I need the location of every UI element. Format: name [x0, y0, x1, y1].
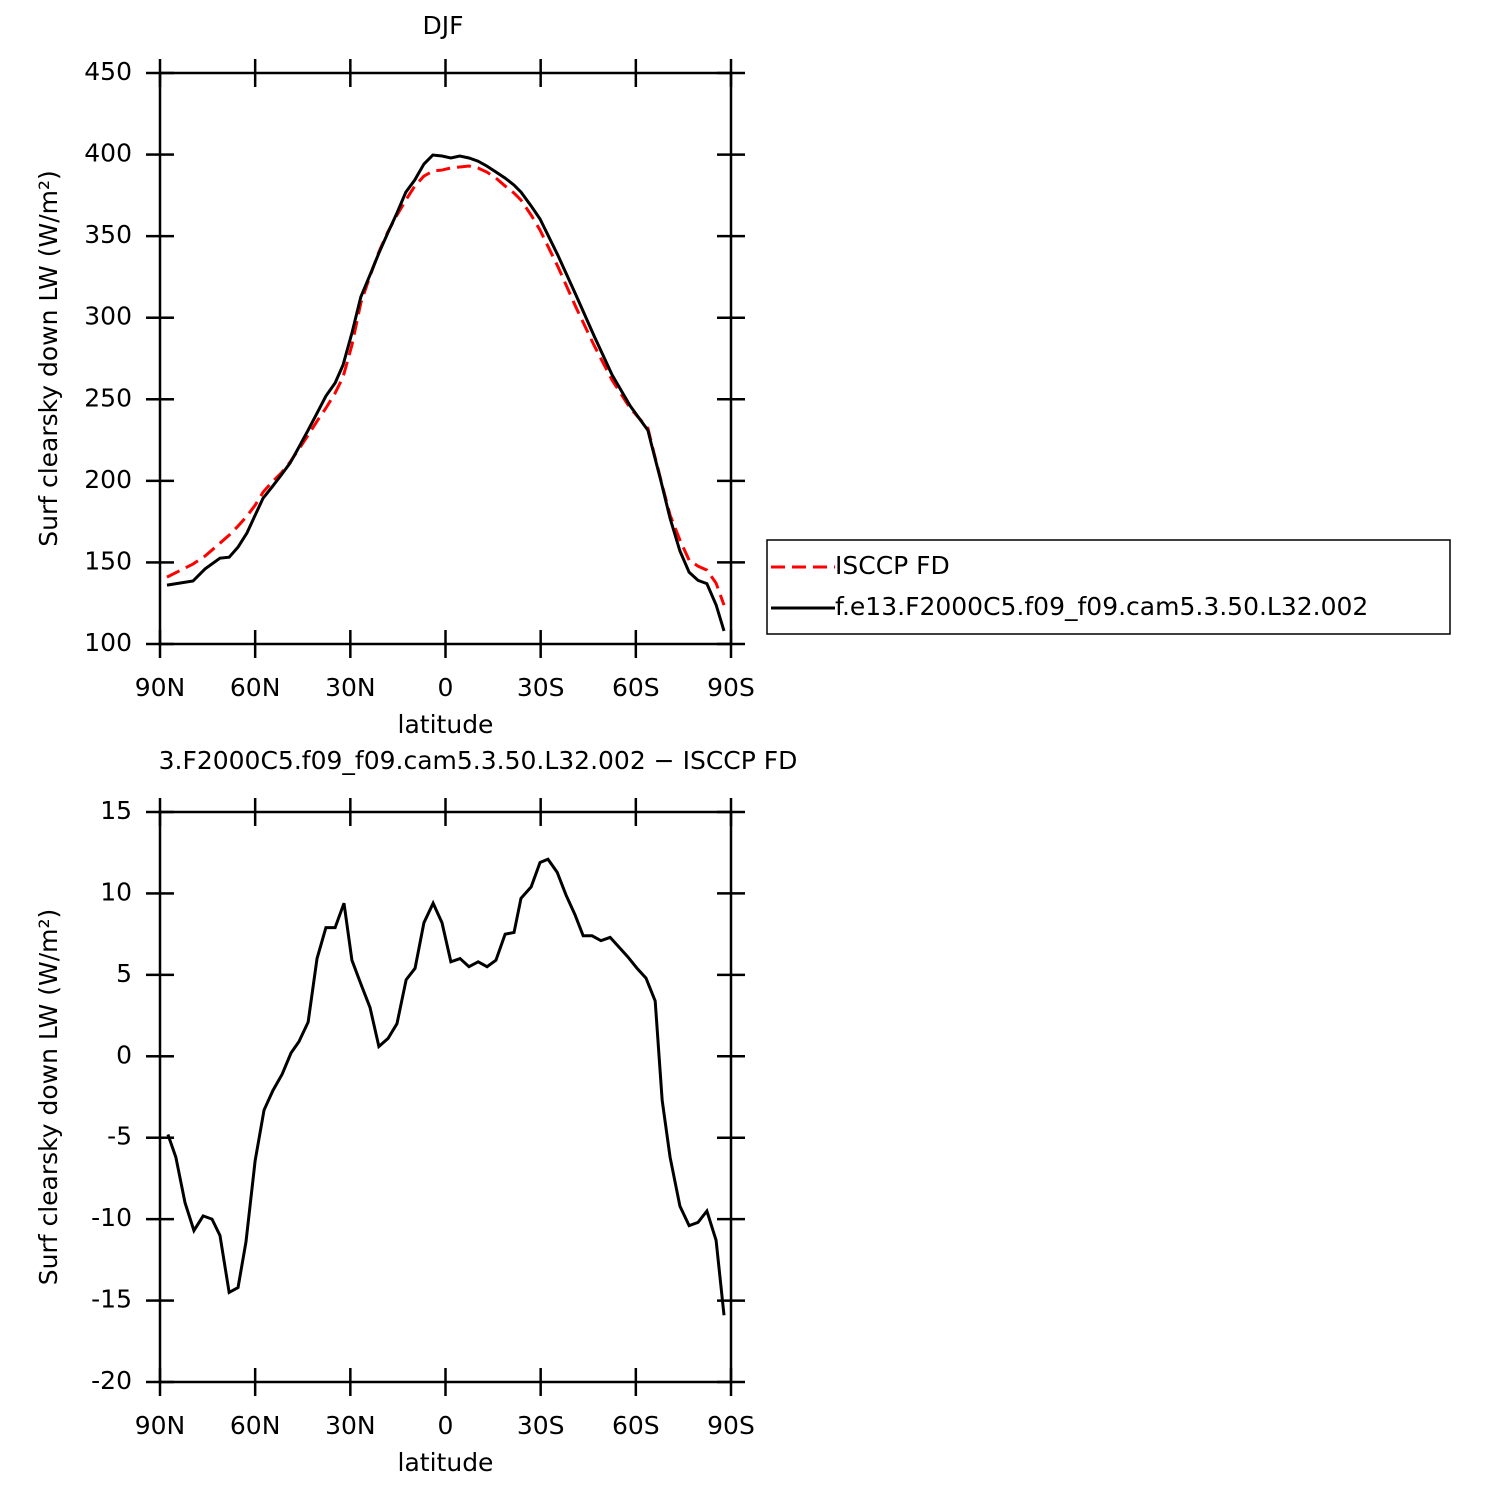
plot-frame: [158, 71, 733, 646]
chart-title: DJF: [422, 11, 463, 40]
x-tick-label: 60S: [612, 673, 660, 702]
x-tick-label: 30S: [517, 673, 565, 702]
x-tick-label: 90S: [707, 673, 755, 702]
y-axis-label: Surf clearsky down LW (W/m²): [34, 170, 63, 547]
x-tick-label: 90N: [135, 1411, 186, 1440]
y-tick-label: 300: [84, 302, 132, 331]
y-tick-label: -10: [91, 1203, 132, 1232]
data-line: [166, 164, 726, 606]
x-tick-label: 0: [438, 1411, 454, 1440]
legend-label: ISCCP FD: [835, 551, 950, 580]
x-tick-label: 60N: [230, 1411, 281, 1440]
y-tick-label: 10: [100, 877, 132, 906]
y-tick-label: 250: [84, 383, 132, 412]
y-tick-label: -15: [91, 1285, 132, 1314]
x-axis-label: latitude: [398, 710, 494, 739]
data-line: [166, 153, 726, 632]
x-tick-label: 90S: [707, 1411, 755, 1440]
x-tick-label: 60N: [230, 673, 281, 702]
data-line: [166, 857, 726, 1316]
legend-label: f.e13.F2000C5.f09_f09.cam5.3.50.L32.002: [835, 592, 1368, 621]
y-tick-label: 350: [84, 220, 132, 249]
y-tick-label: 450: [84, 57, 132, 86]
x-tick-label: 90N: [135, 673, 186, 702]
x-tick-label: 60S: [612, 1411, 660, 1440]
x-tick-label: 0: [438, 673, 454, 702]
x-tick-label: 30S: [517, 1411, 565, 1440]
y-tick-label: 5: [116, 959, 132, 988]
y-tick-label: 0: [116, 1040, 132, 1069]
y-tick-label: -20: [91, 1366, 132, 1395]
y-tick-label: 200: [84, 465, 132, 494]
x-tick-label: 30N: [325, 673, 376, 702]
chart-title: 3.F2000C5.f09_f09.cam5.3.50.L32.002 − IS…: [159, 746, 798, 775]
y-tick-label: 15: [100, 796, 132, 825]
y-tick-label: -5: [107, 1122, 132, 1151]
legend-box: [766, 539, 1451, 635]
x-tick-label: 30N: [325, 1411, 376, 1440]
plot-frame: [158, 810, 733, 1384]
x-axis-label: latitude: [398, 1448, 494, 1477]
y-tick-label: 100: [84, 628, 132, 657]
y-tick-label: 150: [84, 546, 132, 575]
y-tick-label: 400: [84, 139, 132, 168]
y-axis-label: Surf clearsky down LW (W/m²): [34, 909, 63, 1286]
